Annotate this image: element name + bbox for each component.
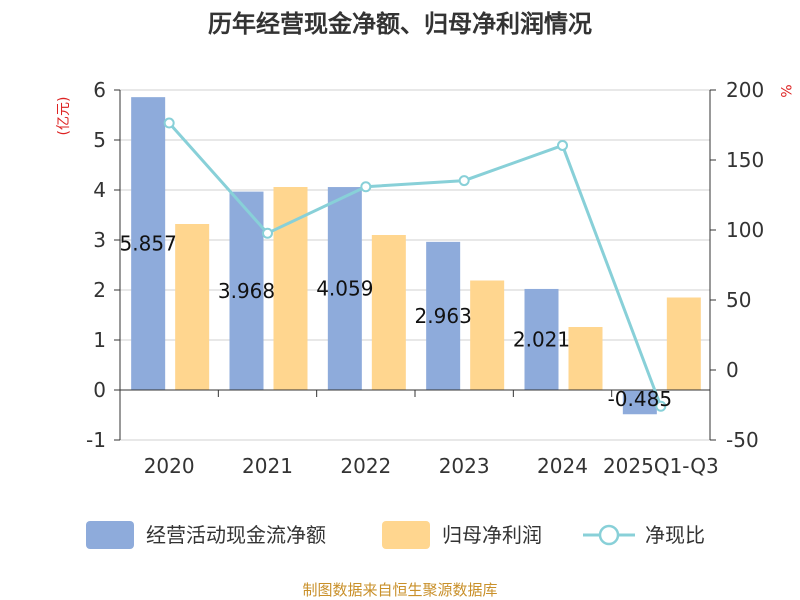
data-label-cash: 5.857 [120, 232, 177, 256]
bar-cash-2024[interactable] [524, 288, 559, 390]
legend-swatch-ratio-marker [598, 524, 620, 546]
legend-label-profit: 归母净利润 [442, 523, 542, 547]
y-left-tick-label: 0 [93, 378, 106, 402]
bar-cash-2023[interactable] [426, 241, 461, 390]
x-tick-label: 2023 [439, 454, 490, 478]
data-label-cash: 3.968 [218, 279, 275, 303]
x-tick-label: 2025Q1-Q3 [603, 454, 719, 478]
data-label-cash: 2.963 [415, 304, 472, 328]
ratio-point-2020[interactable] [163, 117, 175, 129]
ratio-point-2023[interactable] [458, 175, 470, 187]
bars [131, 97, 701, 415]
y-right-tick-label: 150 [726, 148, 764, 172]
data-label-cash: 2.021 [513, 327, 570, 351]
source-note: 制图数据来自恒生聚源数据库 [302, 581, 498, 599]
bar-profit-2022[interactable] [371, 235, 406, 390]
ratio-point-2021[interactable] [262, 227, 273, 239]
tick-labels: 6 5 4 3 2 1 0 -1 200 150 100 50 0 -50 2020 2021 2022 2023… [86, 78, 764, 478]
bar-cash-2020[interactable] [131, 97, 166, 391]
data-label-cash: 4.059 [316, 277, 373, 301]
x-tick-label: 2021 [242, 454, 293, 478]
data-label-cash: -0.485 [608, 387, 672, 411]
x-tick-label: 2022 [340, 454, 391, 478]
y-right-tick-label: 50 [726, 288, 751, 312]
y-left-tick-label: 1 [93, 328, 106, 352]
y-left-tick-label: 3 [93, 228, 106, 252]
x-tick-label: 2020 [144, 454, 195, 478]
ratio-line [163, 117, 667, 412]
ratio-point-2025Q1-Q3[interactable] [655, 400, 667, 412]
y-left-unit-label: (亿元) [56, 97, 72, 136]
bar-profit-2025Q1-Q3[interactable] [666, 297, 701, 391]
legend-swatch-profit[interactable] [382, 521, 430, 549]
y-left-tick-label: 4 [93, 178, 106, 202]
legend-swatch-cash[interactable] [86, 521, 134, 549]
ratio-series-line [168, 122, 663, 407]
y-left-tick-label: 6 [93, 78, 106, 102]
y-left-tick-label: -1 [86, 428, 106, 452]
bar-cash-2022[interactable] [327, 187, 362, 390]
y-right-unit-label: % [777, 84, 793, 97]
ratio-point-2024[interactable] [557, 139, 568, 151]
bar-profit-2024[interactable] [568, 327, 603, 390]
y-right-tick-label: -50 [726, 428, 759, 452]
y-right-tick-label: 200 [726, 78, 764, 102]
x-tick-label: 2024 [537, 454, 588, 478]
y-left-tick-label: 2 [93, 278, 106, 302]
y-right-tick-label: 100 [726, 218, 764, 242]
gridlines [120, 89, 710, 441]
legend-label-cash: 经营活动现金流净额 [146, 523, 326, 547]
bar-cash-2025Q1-Q3[interactable] [622, 390, 657, 415]
axes [114, 89, 716, 441]
legend: 经营活动现金流净额 归母净利润 净现比 [86, 521, 705, 549]
bar-profit-2023[interactable] [470, 280, 505, 391]
chart-title: 历年经营现金净额、归母净利润情况 [208, 10, 592, 38]
legend-label-ratio: 净现比 [645, 523, 705, 547]
ratio-point-2022[interactable] [360, 181, 372, 193]
data-labels: 5.857 3.968 4.059 2.963 2.021 -0.485 [120, 232, 673, 411]
bar-profit-2020[interactable] [175, 224, 210, 390]
bar-cash-2021[interactable] [229, 191, 264, 390]
y-right-tick-label: 0 [726, 358, 739, 382]
y-left-tick-label: 5 [93, 128, 106, 152]
